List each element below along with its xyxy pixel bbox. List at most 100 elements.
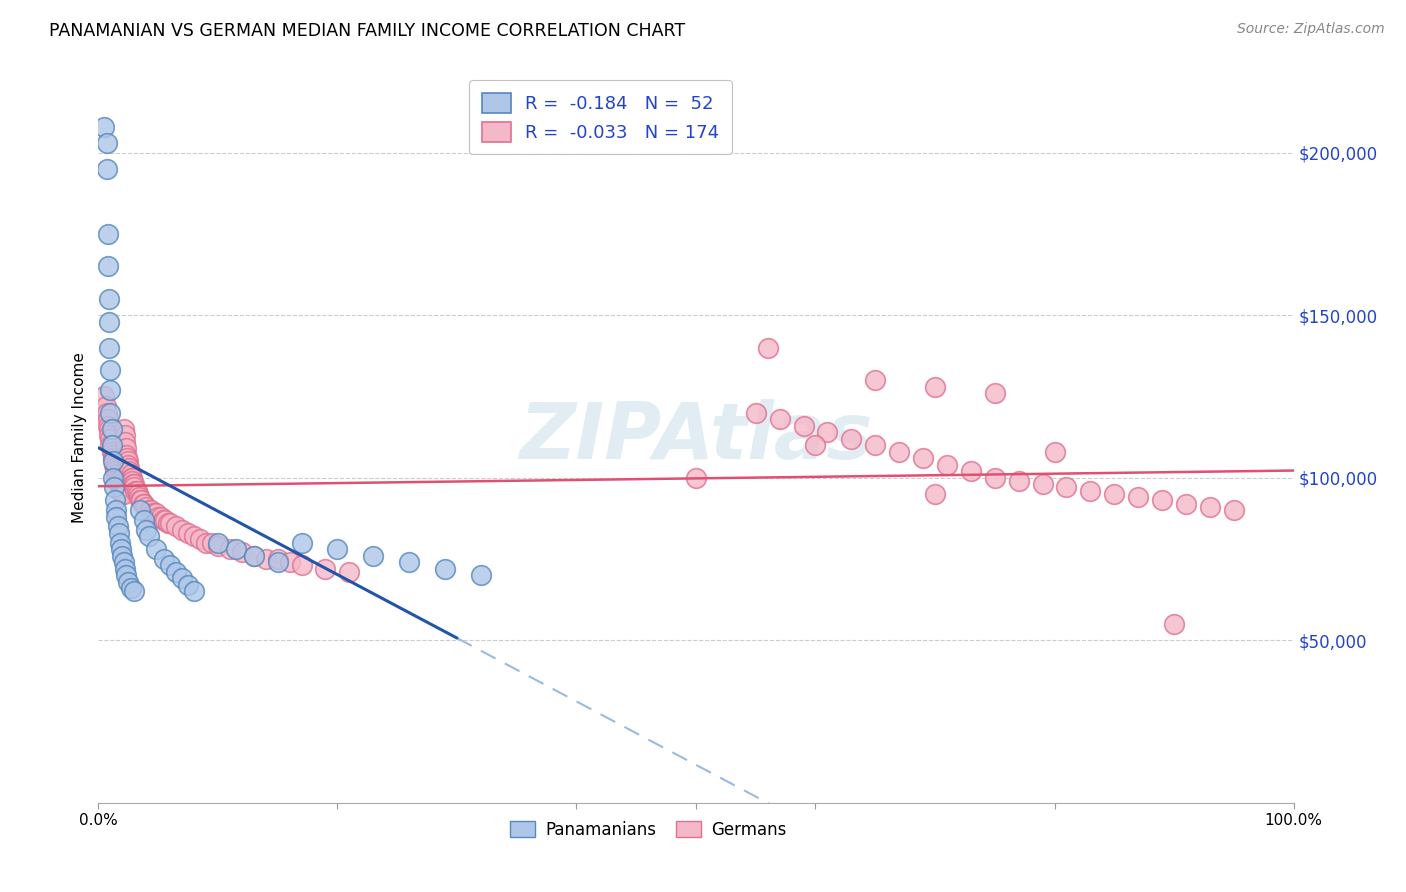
Point: [172, 523, 194, 537]
Point: [1128, 490, 1150, 504]
Point: [243, 549, 266, 563]
Point: [101, 454, 124, 468]
Point: [129, 493, 152, 508]
Point: [1104, 487, 1126, 501]
Point: [924, 487, 946, 501]
Point: [100, 422, 122, 436]
Point: [98, 422, 121, 436]
Point: [145, 507, 167, 521]
Point: [105, 503, 128, 517]
Point: [139, 503, 162, 517]
Point: [243, 549, 266, 563]
Point: [183, 584, 205, 599]
Point: [96, 136, 118, 150]
Point: [911, 451, 934, 466]
Point: [142, 507, 165, 521]
Point: [177, 578, 200, 592]
Point: [135, 523, 157, 537]
Legend: Panamanians, Germans: Panamanians, Germans: [503, 814, 793, 846]
Point: [117, 454, 139, 468]
Point: [120, 471, 142, 485]
Point: [177, 526, 200, 541]
Point: [159, 558, 181, 573]
Point: [768, 412, 790, 426]
Point: [103, 454, 125, 468]
Point: [745, 406, 768, 420]
Point: [115, 568, 138, 582]
Point: [363, 549, 385, 563]
Point: [149, 509, 172, 524]
Point: [121, 474, 143, 488]
Point: [132, 497, 155, 511]
Point: [98, 406, 122, 420]
Point: [924, 380, 946, 394]
Point: [98, 428, 121, 442]
Point: [96, 161, 118, 176]
Point: [1080, 483, 1102, 498]
Point: [114, 434, 136, 449]
Text: PANAMANIAN VS GERMAN MEDIAN FAMILY INCOME CORRELATION CHART: PANAMANIAN VS GERMAN MEDIAN FAMILY INCOM…: [49, 22, 685, 40]
Point: [152, 513, 174, 527]
Point: [165, 565, 187, 579]
Point: [1008, 474, 1031, 488]
Point: [219, 542, 242, 557]
Point: [97, 227, 120, 241]
Point: [315, 562, 337, 576]
Point: [148, 509, 170, 524]
Point: [984, 471, 1007, 485]
Point: [131, 497, 153, 511]
Point: [804, 438, 827, 452]
Point: [131, 493, 153, 508]
Point: [107, 474, 129, 488]
Point: [793, 418, 815, 433]
Point: [107, 474, 129, 488]
Point: [101, 471, 124, 485]
Point: [98, 383, 122, 397]
Text: Source: ZipAtlas.com: Source: ZipAtlas.com: [1237, 22, 1385, 37]
Point: [267, 555, 290, 569]
Point: [105, 471, 128, 485]
Point: [865, 438, 887, 452]
Point: [291, 558, 314, 573]
Point: [127, 487, 149, 501]
Point: [115, 448, 138, 462]
Point: [138, 529, 160, 543]
Point: [960, 464, 983, 478]
Point: [98, 315, 121, 329]
Point: [101, 451, 124, 466]
Point: [207, 535, 229, 549]
Point: [145, 542, 167, 557]
Point: [117, 574, 139, 589]
Point: [291, 535, 314, 549]
Point: [138, 503, 160, 517]
Point: [207, 539, 229, 553]
Point: [201, 535, 224, 549]
Point: [756, 341, 779, 355]
Point: [107, 526, 129, 541]
Point: [156, 516, 179, 531]
Point: [128, 490, 150, 504]
Point: [107, 519, 129, 533]
Point: [188, 533, 211, 547]
Y-axis label: Median Family Income: Median Family Income: [72, 351, 87, 523]
Point: [124, 480, 146, 494]
Point: [110, 542, 132, 557]
Point: [117, 458, 139, 472]
Point: [122, 477, 145, 491]
Point: [104, 461, 127, 475]
Point: [98, 292, 121, 306]
Point: [97, 418, 120, 433]
Point: [1032, 477, 1054, 491]
Point: [1163, 617, 1185, 632]
Point: [96, 406, 118, 420]
Point: [125, 483, 148, 498]
Point: [195, 535, 218, 549]
Point: [105, 467, 128, 482]
Point: [984, 386, 1007, 401]
Point: [104, 493, 127, 508]
Point: [105, 509, 128, 524]
Point: [104, 464, 127, 478]
Point: [153, 552, 176, 566]
Point: [225, 542, 247, 557]
Point: [936, 458, 959, 472]
